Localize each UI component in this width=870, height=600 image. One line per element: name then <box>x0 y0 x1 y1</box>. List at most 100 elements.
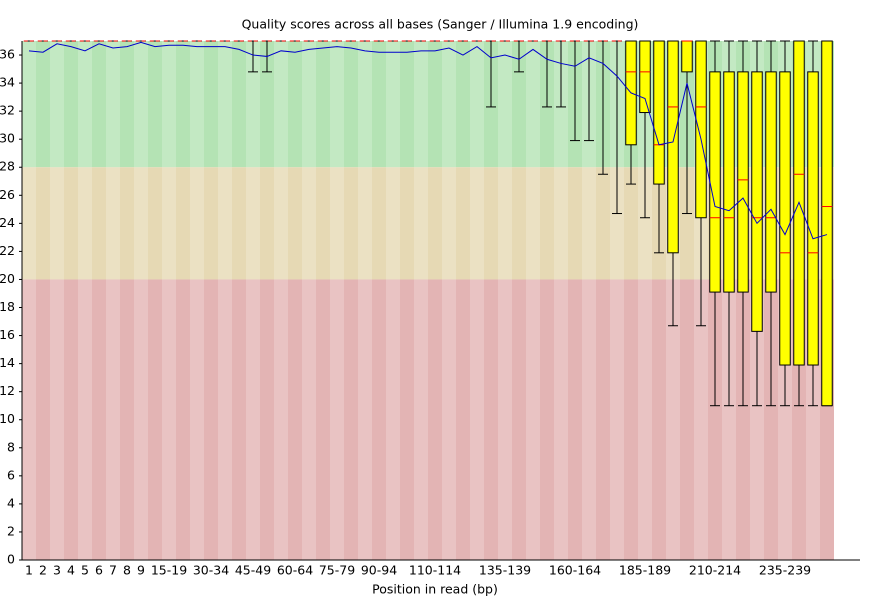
zone-stripe <box>176 167 190 280</box>
x-tick-label: 5 <box>81 563 89 578</box>
zone-stripe <box>274 279 288 560</box>
zone-stripe <box>162 279 176 560</box>
y-tick-label: 10 <box>0 411 15 426</box>
zone-stripe <box>610 279 624 560</box>
zone-stripe <box>708 279 722 560</box>
y-tick-label: 28 <box>0 159 15 174</box>
x-axis-title: Position in read (bp) <box>372 582 498 597</box>
zone-stripe <box>162 41 176 168</box>
box <box>779 71 791 366</box>
zone-stripe <box>218 279 232 560</box>
zone-stripe <box>246 279 260 560</box>
x-tick-label: 235-239 <box>759 563 811 578</box>
x-tick-label: 135-139 <box>479 563 531 578</box>
zone-stripe <box>400 41 414 168</box>
zone-stripe <box>288 41 302 168</box>
zone-stripe <box>764 279 778 560</box>
zone-stripe <box>36 167 50 280</box>
zone-stripe <box>652 279 666 560</box>
zone-stripe <box>358 279 372 560</box>
zone-stripe <box>288 167 302 280</box>
y-tick-label: 18 <box>0 299 15 314</box>
x-tick-label: 160-164 <box>549 563 601 578</box>
zone-stripe <box>134 41 148 168</box>
zone-stripe <box>582 167 596 280</box>
zone-stripe <box>596 167 610 280</box>
zone-stripe <box>526 41 540 168</box>
zone-stripe <box>260 167 274 280</box>
zone-stripe <box>624 279 638 560</box>
zone-stripe <box>288 279 302 560</box>
zone-stripe <box>554 279 568 560</box>
y-tick-label: 32 <box>0 103 15 118</box>
zone-stripe <box>372 279 386 560</box>
zone-stripe <box>302 41 316 168</box>
zone-stripe <box>722 279 736 560</box>
box <box>709 71 721 293</box>
box <box>821 40 833 407</box>
zone-stripe <box>358 167 372 280</box>
y-tick-label: 34 <box>0 75 15 90</box>
zone-stripe <box>204 41 218 168</box>
box <box>695 40 707 219</box>
x-tick-label: 75-79 <box>319 563 355 578</box>
zone-stripe <box>218 167 232 280</box>
box <box>667 40 679 254</box>
box <box>751 71 763 332</box>
zone-stripe <box>498 279 512 560</box>
zone-stripe <box>106 279 120 560</box>
zone-stripe <box>400 279 414 560</box>
zone-stripe <box>526 167 540 280</box>
zone-stripe <box>120 41 134 168</box>
chart-title: Quality scores across all bases (Sanger … <box>242 17 639 32</box>
zone-stripe <box>344 167 358 280</box>
zone-stripe <box>22 41 36 168</box>
y-tick-label: 2 <box>7 523 15 538</box>
zone-stripe <box>358 41 372 168</box>
zone-stripe <box>134 279 148 560</box>
y-tick-label: 8 <box>7 439 15 454</box>
zone-stripe <box>400 167 414 280</box>
zone-stripe <box>302 279 316 560</box>
x-tick-label: 45-49 <box>235 563 271 578</box>
zone-stripe <box>50 279 64 560</box>
zone-stripe <box>470 41 484 168</box>
zone-stripe <box>344 279 358 560</box>
x-tick-label: 2 <box>39 563 47 578</box>
zone-stripe <box>386 41 400 168</box>
box <box>723 71 735 293</box>
zone-stripe <box>568 279 582 560</box>
zone-stripe <box>414 41 428 168</box>
zone-stripe <box>22 167 36 280</box>
zone-stripe <box>330 167 344 280</box>
zone-stripe <box>120 279 134 560</box>
zone-stripe <box>64 41 78 168</box>
zone-stripe <box>330 41 344 168</box>
y-tick-label: 26 <box>0 187 15 202</box>
box <box>737 71 749 293</box>
zone-stripe <box>92 41 106 168</box>
zone-stripe <box>92 167 106 280</box>
zone-stripe <box>456 41 470 168</box>
x-tick-label: 60-64 <box>277 563 313 578</box>
zone-stripe <box>512 167 526 280</box>
zone-stripe <box>64 279 78 560</box>
zone-stripe <box>610 167 624 280</box>
zone-stripe <box>498 167 512 280</box>
y-tick-label: 12 <box>0 383 15 398</box>
zone-stripe <box>260 279 274 560</box>
zone-stripe <box>106 41 120 168</box>
box <box>807 71 819 366</box>
zone-stripe <box>386 167 400 280</box>
box <box>653 40 665 185</box>
zone-stripe <box>428 167 442 280</box>
zone-stripe <box>232 167 246 280</box>
zone-stripe <box>50 41 64 168</box>
zone-stripe <box>428 279 442 560</box>
zone-stripe <box>316 41 330 168</box>
x-tick-label: 1 <box>25 563 33 578</box>
zone-stripe <box>582 279 596 560</box>
x-tick-label: 30-34 <box>193 563 229 578</box>
zone-stripe <box>120 167 134 280</box>
zone-stripe <box>92 279 106 560</box>
